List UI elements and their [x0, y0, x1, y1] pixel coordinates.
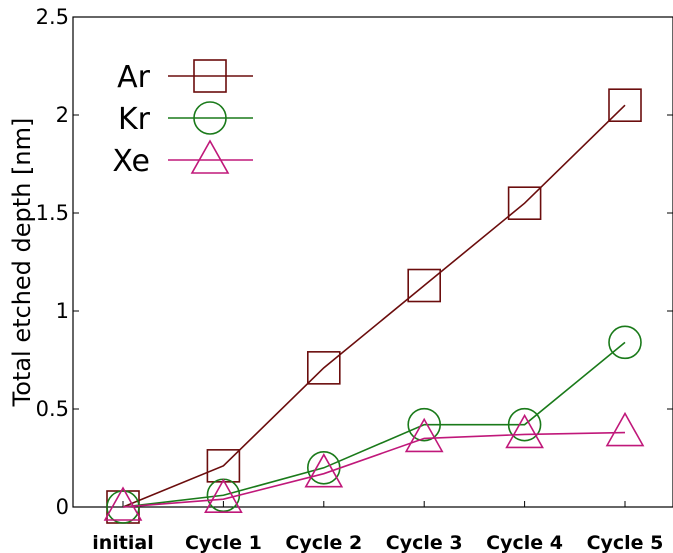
series-kr-line — [122, 341, 626, 508]
legend-label: Kr — [118, 102, 151, 137]
series-ar-point — [206, 449, 241, 483]
series-ar-point — [407, 268, 442, 303]
legend-label: Xe — [112, 144, 150, 179]
x-tick-label: Cycle 5 — [587, 532, 664, 553]
series-ar — [106, 88, 642, 524]
y-axis-label: Total etched depth [nm] — [8, 118, 36, 408]
y-tick-label: 0.5 — [36, 397, 69, 421]
series-kr-point — [507, 407, 542, 442]
series-xe-point — [103, 486, 143, 521]
y-tick-label: 2.5 — [36, 5, 69, 29]
y-tick-label: 2 — [56, 103, 69, 127]
legend-item-ar: Ar — [117, 59, 253, 95]
y-tick-label: 0 — [56, 495, 69, 519]
series-ar-point — [507, 186, 542, 220]
series-ar-point — [306, 351, 341, 385]
legend-label: Ar — [117, 60, 151, 95]
series-xe-point — [304, 453, 344, 488]
series-xe-point — [404, 417, 444, 453]
series-xe-point — [204, 478, 243, 513]
series-kr-point — [608, 325, 642, 360]
x-tick-label: initial — [92, 532, 153, 553]
legend: Ar Kr Xe — [112, 59, 253, 179]
plot-frame — [72, 16, 673, 508]
legend-marker — [190, 139, 230, 174]
series-ar-point — [608, 88, 642, 122]
x-tick-label: Cycle 3 — [386, 532, 463, 553]
legend-marker — [193, 101, 227, 135]
series-kr — [106, 325, 642, 524]
legend-marker — [193, 59, 227, 93]
series-kr-point — [106, 490, 140, 524]
legend-item-xe: Xe — [112, 139, 253, 179]
series-layer — [103, 88, 645, 524]
x-tick-label: Cycle 1 — [185, 532, 262, 553]
legend-item-kr: Kr — [118, 101, 253, 137]
series-kr-point — [407, 407, 442, 442]
x-tick-label: Cycle 4 — [486, 532, 563, 553]
x-tick-label: Cycle 2 — [285, 532, 362, 553]
y-tick-label: 1.5 — [36, 201, 69, 225]
y-tick-label: 1 — [56, 299, 69, 323]
series-xe — [103, 411, 645, 521]
series-xe-point — [505, 413, 544, 449]
series-xe-point — [605, 411, 645, 447]
axis-ticks: 0 0.5 1 1.5 2 2.5 initial Cycle 1 Cycle 2 Cycle 3… — [36, 5, 673, 553]
series-xe-line — [122, 431, 626, 508]
